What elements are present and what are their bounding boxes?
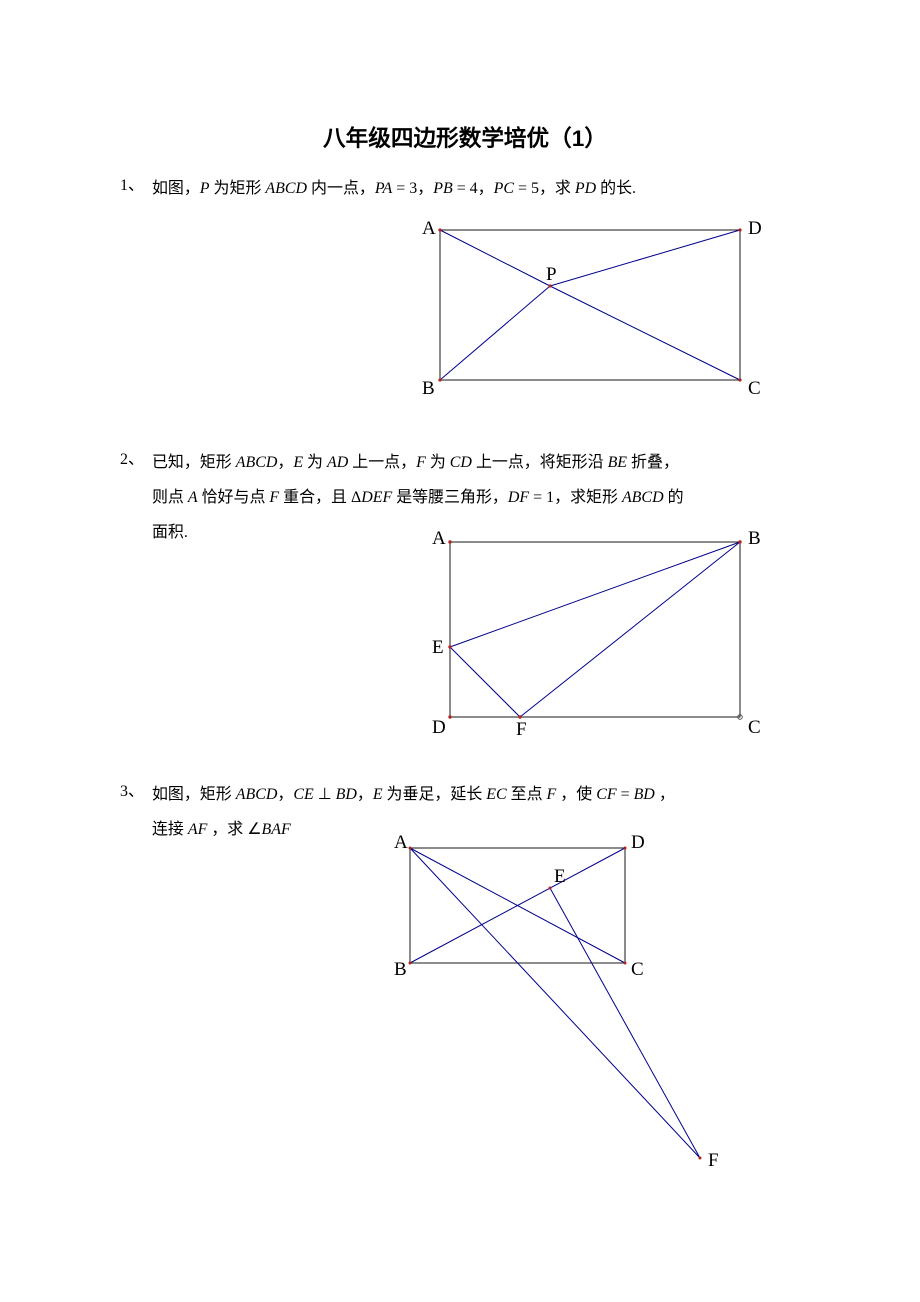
svg-text:A: A <box>432 528 446 549</box>
problem-2-figure: ABDCEF <box>430 522 760 732</box>
svg-text:E: E <box>432 637 444 658</box>
problem-1-figure: A D B C P <box>420 210 760 400</box>
svg-text:F: F <box>516 719 527 740</box>
problem-3-line-1: 如图，矩形 ABCD，CE ⊥ BD，E 为垂足，延长 EC 至点 F ，使 C… <box>152 777 810 812</box>
svg-text:P: P <box>546 264 557 285</box>
problem-3-number: 3、 <box>120 777 144 801</box>
page-title: 八年级四边形数学培优（1） <box>120 120 810 153</box>
svg-text:C: C <box>631 959 644 980</box>
problem-3: 3、 如图，矩形 ABCD，CE ⊥ BD，E 为垂足，延长 EC 至点 F ，… <box>120 777 810 1172</box>
problem-1-number: 1、 <box>120 171 144 195</box>
svg-text:B: B <box>394 959 407 980</box>
svg-text:C: C <box>748 717 761 738</box>
problem-2-line-1: 已知，矩形 ABCD，E 为 AD 上一点，F 为 CD 上一点，将矩形沿 BE… <box>152 445 810 480</box>
problem-1: 1、 如图，P 为矩形 ABCD 内一点，PA = 3，PB = 4，PC = … <box>120 171 810 405</box>
problem-3-figure: A D B C E F <box>390 828 730 1168</box>
svg-text:A: A <box>422 218 436 239</box>
svg-text:F: F <box>708 1150 719 1171</box>
problem-1-line-1: 如图，P 为矩形 ABCD 内一点，PA = 3，PB = 4，PC = 5，求… <box>152 171 810 206</box>
svg-text:E: E <box>554 866 566 887</box>
svg-text:B: B <box>422 378 435 399</box>
problem-2-line-2: 则点 A 恰好与点 F 重合，且 ΔDEF 是等腰三角形，DF = 1，求矩形 … <box>152 480 810 515</box>
svg-text:B: B <box>748 528 761 549</box>
svg-text:D: D <box>432 717 446 738</box>
svg-text:D: D <box>748 218 762 239</box>
svg-text:C: C <box>748 378 761 399</box>
problem-2-number: 2、 <box>120 445 144 469</box>
svg-text:A: A <box>394 832 408 853</box>
problem-2: 2、 已知，矩形 ABCD，E 为 AD 上一点，F 为 CD 上一点，将矩形沿… <box>120 445 810 737</box>
svg-text:D: D <box>631 832 645 853</box>
problem-1-body: 如图，P 为矩形 ABCD 内一点，PA = 3，PB = 4，PC = 5，求… <box>152 171 810 206</box>
